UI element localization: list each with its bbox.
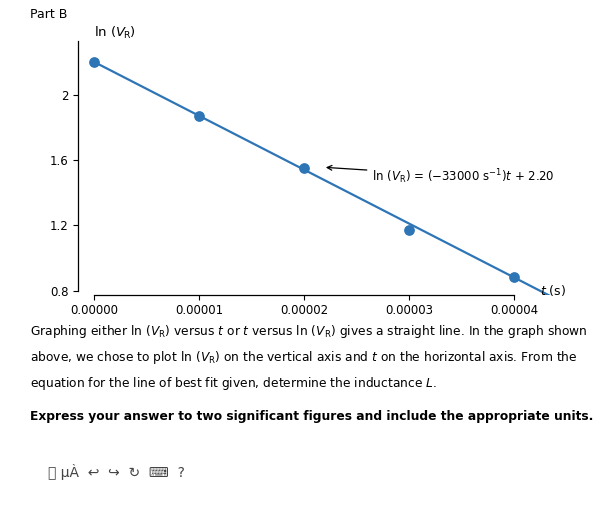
Text: Graphing either ln $(V_{\rm R})$ versus $t$ or $t$ versus ln $(V_{\rm R})$ gives: Graphing either ln $(V_{\rm R})$ versus … bbox=[30, 323, 588, 339]
Text: ln $(V_{\rm R})$ = $(-$33000 s$^{-1})t$ + 2.20: ln $(V_{\rm R})$ = $(-$33000 s$^{-1})t$ … bbox=[327, 166, 555, 185]
Text: equation for the line of best fit given, determine the inductance $L$.: equation for the line of best fit given,… bbox=[30, 375, 437, 392]
Text: above, we chose to plot ln $(V_{\rm R})$ on the vertical axis and $t$ on the hor: above, we chose to plot ln $(V_{\rm R})$… bbox=[30, 349, 577, 366]
Point bbox=[405, 226, 414, 234]
Text: ⬛ μÀ  ↩  ↪  ↻  ⌨  ?: ⬛ μÀ ↩ ↪ ↻ ⌨ ? bbox=[48, 464, 185, 481]
Point bbox=[299, 164, 309, 172]
Text: ln $(V_{\!\rm R})$: ln $(V_{\!\rm R})$ bbox=[94, 24, 136, 41]
Point bbox=[194, 112, 204, 120]
Text: $\mathit{t}$ (s): $\mathit{t}$ (s) bbox=[541, 283, 566, 298]
Point bbox=[89, 58, 99, 66]
Text: Express your answer to two significant figures and include the appropriate units: Express your answer to two significant f… bbox=[30, 410, 594, 423]
Point bbox=[509, 273, 519, 281]
Text: Part B: Part B bbox=[30, 8, 67, 21]
